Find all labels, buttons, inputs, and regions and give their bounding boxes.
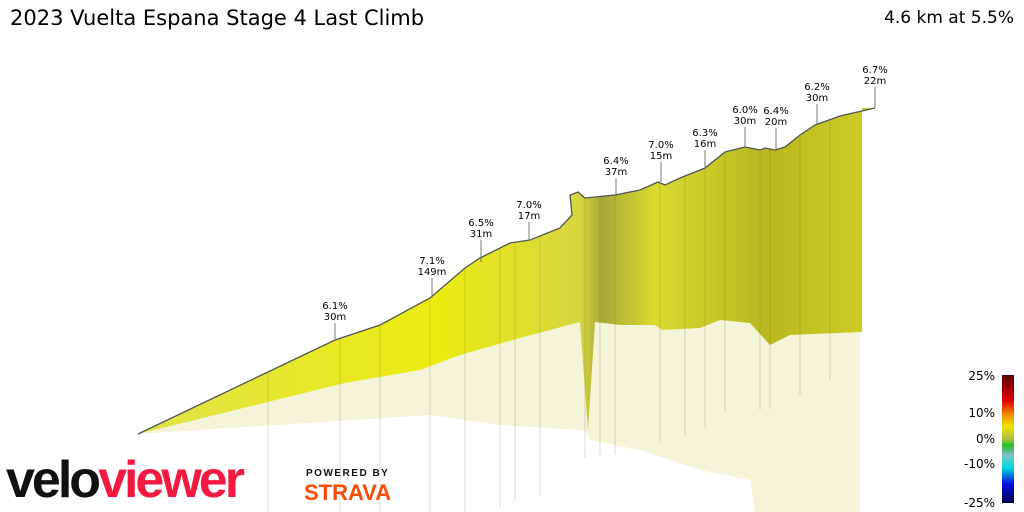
segment-gain: 30m (806, 93, 828, 104)
segment-gradient: 7.0% (516, 200, 541, 211)
segment-label: 7.1%149m (418, 256, 447, 298)
segment-label: 6.2%30m (804, 82, 830, 124)
segment-gain: 30m (324, 312, 346, 323)
segment-gradient: 7.1% (419, 256, 444, 267)
color-scale-tick: -10% (964, 457, 995, 471)
segment-gradient: 6.0% (732, 105, 757, 116)
segment-label: 6.5%31m (468, 218, 494, 262)
segment-gain: 37m (605, 167, 627, 178)
segment-gradient: 6.2% (804, 82, 829, 93)
segment-gain: 22m (864, 76, 886, 87)
color-scale-tick: 25% (968, 369, 995, 383)
segment-label: 6.7%22m (862, 65, 888, 108)
segment-gain: 149m (418, 267, 447, 278)
color-scale-tick: 10% (968, 406, 995, 420)
segment-label: 6.4%20m (763, 106, 789, 149)
veloviewer-logo: veloviewer (6, 451, 245, 509)
segment-gradient: 7.0% (648, 140, 673, 151)
segment-gradient: 6.4% (603, 156, 628, 167)
profile-side-shading (138, 320, 862, 512)
page-title: 2023 Vuelta Espana Stage 4 Last Climb (10, 6, 425, 30)
segment-label: 6.4%37m (603, 156, 629, 194)
segment-label: 7.0%15m (648, 140, 674, 182)
segment-gradient: 6.5% (468, 218, 493, 229)
segment-gradient: 6.7% (862, 65, 887, 76)
segment-label: 6.0%30m (732, 105, 758, 148)
segment-label: 6.3%16m (692, 128, 718, 168)
climb-summary: 4.6 km at 5.5% (884, 8, 1014, 28)
segment-label: 6.1%30m (322, 301, 348, 340)
profile-front-face (138, 108, 875, 434)
gradient-stripes (267, 119, 831, 512)
profile-top-edge (137, 107, 876, 435)
segment-gain: 20m (765, 117, 787, 128)
segment-gain: 17m (518, 211, 540, 222)
segment-gradient: 6.1% (322, 301, 347, 312)
segment-label: 7.0%17m (516, 200, 542, 241)
color-scale-tick: 0% (976, 432, 995, 446)
color-scale-bar (1002, 375, 1014, 503)
segment-gradient: 6.3% (692, 128, 717, 139)
strava-logo: STRAVA (304, 480, 392, 505)
powered-by-text: POWERED BY (306, 468, 390, 479)
segment-gain: 30m (734, 116, 756, 127)
segment-gain: 16m (694, 139, 716, 150)
segment-gain: 15m (650, 151, 672, 162)
segment-gradient: 6.4% (763, 106, 788, 117)
color-scale-tick: -25% (964, 496, 995, 510)
segment-gain: 31m (470, 229, 492, 240)
